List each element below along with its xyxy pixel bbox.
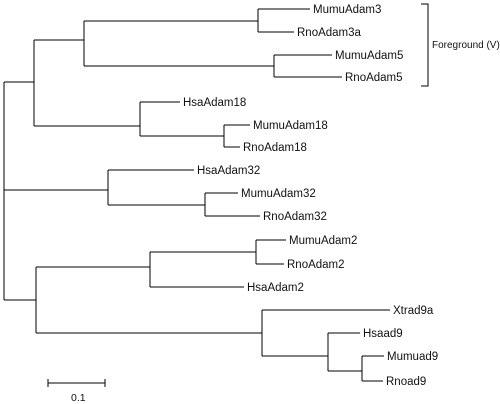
foreground-bracket: Foreground (V) [421, 3, 500, 87]
scale-bar: 0.1 [47, 379, 106, 404]
tip-label: Mumuad9 [387, 351, 438, 363]
tip-label: RnoAdam3a [297, 27, 362, 39]
tip-label: Rnoad9 [386, 376, 426, 388]
tip-label: MumuAdam5 [335, 50, 403, 62]
foreground-label: Foreground (V) [432, 40, 500, 51]
tree-branches [3, 8, 390, 382]
tip-label: RnoAdam18 [243, 142, 307, 154]
tip-label: RnoAdam5 [345, 72, 403, 84]
tip-label: RnoAdam2 [287, 259, 345, 271]
tip-label: MumuAdam18 [253, 120, 328, 132]
tip-label: HsaAdam2 [247, 282, 304, 294]
tip-label: Xtrad9a [393, 305, 434, 317]
tip-label: MumuAdam2 [289, 235, 357, 247]
scale-bar-label: 0.1 [71, 392, 86, 404]
bracket-line [421, 3, 429, 87]
tip-label: HsaAdam18 [183, 97, 246, 109]
tip-label: MumuAdam32 [241, 188, 316, 200]
tip-label: Hsaad9 [363, 328, 403, 340]
tip-label: MumuAdam3 [313, 4, 381, 16]
tip-labels: MumuAdam3 RnoAdam3a MumuAdam5 RnoAdam5 H… [183, 4, 438, 388]
tip-label: RnoAdam32 [263, 211, 327, 223]
tip-label: HsaAdam32 [197, 165, 260, 177]
